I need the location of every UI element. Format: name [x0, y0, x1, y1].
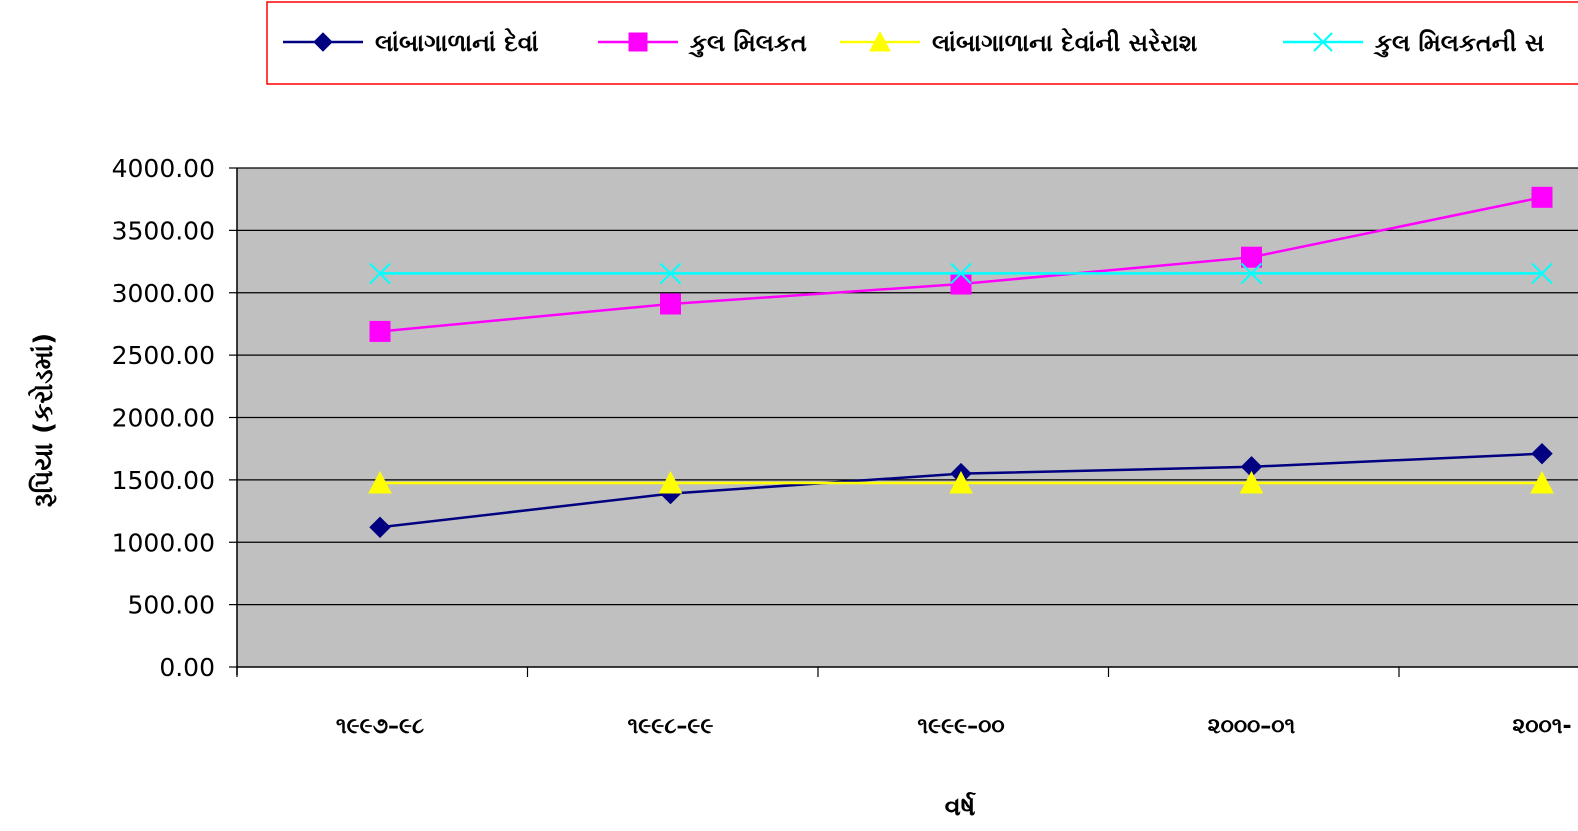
y-tick-label: 0.00	[159, 653, 215, 682]
y-tick-label: 1500.00	[112, 466, 215, 495]
axes	[229, 167, 1578, 677]
data-point	[1530, 470, 1554, 494]
data-point	[950, 273, 972, 295]
legend-label: લાંબાગાળાના દેવાંની સરેરાશ	[932, 27, 1197, 57]
series-layer	[368, 186, 1554, 538]
legend-item: કુલ મિલકતની સ	[1283, 29, 1544, 57]
data-point	[1531, 442, 1553, 465]
y-tick-labels: 0.00 500.00 1000.00 1500.00 2000.00 2500.00 30…	[112, 154, 215, 682]
series-3	[369, 262, 1553, 285]
data-point	[869, 30, 891, 52]
data-point	[659, 262, 682, 285]
data-point	[369, 262, 391, 285]
data-point	[1239, 470, 1264, 494]
gridlines	[237, 167, 1578, 606]
legend-label: કુલ મિલકત	[687, 29, 806, 57]
y-tick-label: 2000.00	[112, 404, 215, 433]
series-2	[368, 470, 1554, 494]
x-tick-labels: ૧૯૯૭–૯૮ ૧૯૯૮–૯૯ ૧૯૯૯–૦૦ ૨૦૦૦–૦૧ ૨૦૦૧-	[336, 714, 1572, 739]
y-tick-label: 3500.00	[112, 216, 215, 245]
y-axis-title: રૂપિયા (કરોડમાં)	[28, 333, 59, 507]
legend-item: કુલ મિલકત	[598, 29, 807, 57]
y-tick-label: 500.00	[128, 591, 215, 620]
data-point	[369, 516, 391, 538]
data-point	[660, 293, 681, 315]
legend-label: લાંબાગાળાનાં દેવાં	[375, 27, 539, 57]
x-tick-label: ૧૯૯૯–૦૦	[917, 714, 1004, 739]
legend-item: લાંબાગાળાના દેવાંની સરેરાશ	[840, 27, 1197, 57]
data-point	[628, 32, 648, 52]
x-axis-title: વર્ષ	[945, 791, 977, 822]
data-point	[1531, 186, 1553, 208]
x-tick-label: ૧૯૯૮–૯૯	[628, 714, 714, 739]
legend-items: લાંબાગાળાનાં દેવાં કુલ મિલકત લાંબાગાળાના દ…	[283, 27, 1544, 57]
legend-item: લાંબાગાળાનાં દેવાં	[283, 27, 539, 57]
x-tick-label: ૧૯૯૭–૯૮	[336, 714, 424, 739]
data-point	[313, 32, 333, 52]
y-tick-label: 2500.00	[112, 341, 215, 370]
legend-label: કુલ મિલકતની સ	[1372, 29, 1544, 57]
data-point	[1313, 32, 1333, 52]
legend: લાંબાગાળાનાં દેવાં કુલ મિલકત લાંબાગાળાના દ…	[266, 1, 1578, 85]
data-point	[369, 320, 391, 342]
series-1	[369, 186, 1553, 342]
data-point	[950, 262, 972, 285]
y-tick-label: 3000.00	[112, 279, 215, 308]
y-tick-label: 4000.00	[112, 154, 215, 183]
data-point	[368, 470, 392, 494]
data-point	[1240, 262, 1263, 285]
x-tick-label: ૨૦૦૦–૦૧	[1208, 714, 1296, 739]
x-tick-label: ૨૦૦૧-	[1512, 714, 1571, 739]
data-point	[949, 470, 973, 494]
data-point	[658, 470, 683, 494]
data-point	[1531, 262, 1553, 285]
y-tick-label: 1000.00	[112, 528, 215, 557]
data-point	[1241, 246, 1262, 268]
